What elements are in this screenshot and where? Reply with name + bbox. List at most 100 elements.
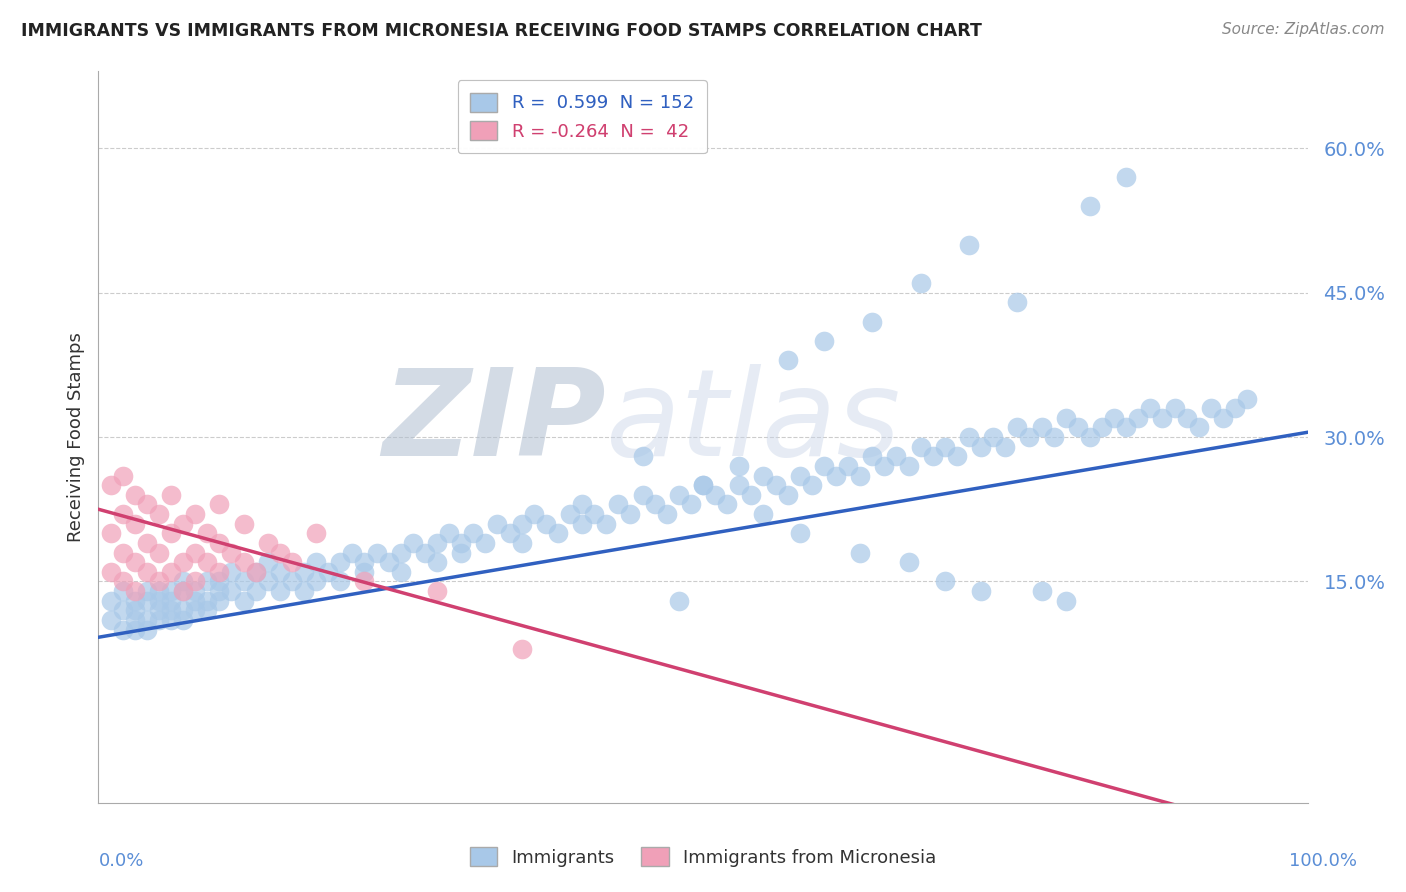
Point: [148, 507, 170, 521]
Point: [148, 574, 170, 589]
Point: [232, 555, 254, 569]
Point: [1042, 430, 1064, 444]
Point: [148, 603, 170, 617]
Point: [195, 593, 218, 607]
Point: [825, 468, 848, 483]
Point: [510, 641, 533, 656]
Point: [631, 488, 654, 502]
Point: [946, 450, 969, 464]
Point: [221, 584, 243, 599]
Point: [316, 565, 339, 579]
Point: [160, 565, 183, 579]
Point: [135, 623, 157, 637]
Point: [800, 478, 823, 492]
Point: [813, 458, 835, 473]
Point: [558, 507, 581, 521]
Point: [256, 536, 278, 550]
Point: [860, 450, 883, 464]
Point: [135, 565, 157, 579]
Point: [1115, 170, 1137, 185]
Point: [474, 536, 496, 550]
Point: [752, 507, 775, 521]
Point: [1115, 420, 1137, 434]
Legend: Immigrants, Immigrants from Micronesia: Immigrants, Immigrants from Micronesia: [463, 840, 943, 874]
Point: [232, 574, 254, 589]
Point: [124, 593, 146, 607]
Point: [124, 488, 146, 502]
Point: [208, 584, 231, 599]
Point: [1054, 593, 1077, 607]
Point: [269, 565, 291, 579]
Point: [245, 565, 267, 579]
Point: [148, 613, 170, 627]
Point: [595, 516, 617, 531]
Point: [426, 555, 449, 569]
Point: [450, 545, 472, 559]
Point: [305, 555, 328, 569]
Point: [1031, 420, 1053, 434]
Point: [184, 584, 207, 599]
Point: [426, 536, 449, 550]
Point: [789, 526, 811, 541]
Point: [245, 565, 267, 579]
Point: [897, 555, 920, 569]
Point: [910, 440, 932, 454]
Point: [124, 555, 146, 569]
Point: [232, 593, 254, 607]
Point: [607, 498, 630, 512]
Point: [160, 593, 183, 607]
Point: [668, 593, 690, 607]
Point: [377, 555, 399, 569]
Point: [776, 353, 799, 368]
Point: [124, 613, 146, 627]
Point: [148, 545, 170, 559]
Point: [329, 574, 352, 589]
Point: [1223, 401, 1246, 416]
Point: [292, 584, 315, 599]
Point: [184, 574, 207, 589]
Point: [124, 623, 146, 637]
Point: [728, 458, 751, 473]
Point: [184, 593, 207, 607]
Point: [970, 440, 993, 454]
Point: [619, 507, 641, 521]
Point: [789, 468, 811, 483]
Point: [135, 498, 157, 512]
Point: [172, 555, 194, 569]
Point: [704, 488, 727, 502]
Point: [437, 526, 460, 541]
Point: [897, 458, 920, 473]
Point: [160, 488, 183, 502]
Point: [547, 526, 569, 541]
Point: [389, 545, 412, 559]
Point: [100, 526, 122, 541]
Point: [172, 613, 194, 627]
Text: IMMIGRANTS VS IMMIGRANTS FROM MICRONESIA RECEIVING FOOD STAMPS CORRELATION CHART: IMMIGRANTS VS IMMIGRANTS FROM MICRONESIA…: [21, 22, 981, 40]
Point: [860, 315, 883, 329]
Point: [184, 545, 207, 559]
Point: [402, 536, 425, 550]
Point: [1102, 410, 1125, 425]
Point: [111, 545, 134, 559]
Point: [172, 584, 194, 599]
Point: [957, 237, 980, 252]
Point: [184, 603, 207, 617]
Point: [1212, 410, 1234, 425]
Point: [208, 498, 231, 512]
Point: [716, 498, 738, 512]
Point: [1188, 420, 1211, 434]
Point: [510, 536, 533, 550]
Point: [934, 440, 956, 454]
Point: [208, 593, 231, 607]
Point: [463, 526, 485, 541]
Point: [353, 565, 375, 579]
Point: [221, 545, 243, 559]
Point: [208, 565, 231, 579]
Point: [366, 545, 388, 559]
Legend: R =  0.599  N = 152, R = -0.264  N =  42: R = 0.599 N = 152, R = -0.264 N = 42: [457, 80, 707, 153]
Point: [256, 574, 278, 589]
Point: [1091, 420, 1114, 434]
Point: [644, 498, 666, 512]
Text: ZIP: ZIP: [382, 364, 606, 481]
Point: [269, 545, 291, 559]
